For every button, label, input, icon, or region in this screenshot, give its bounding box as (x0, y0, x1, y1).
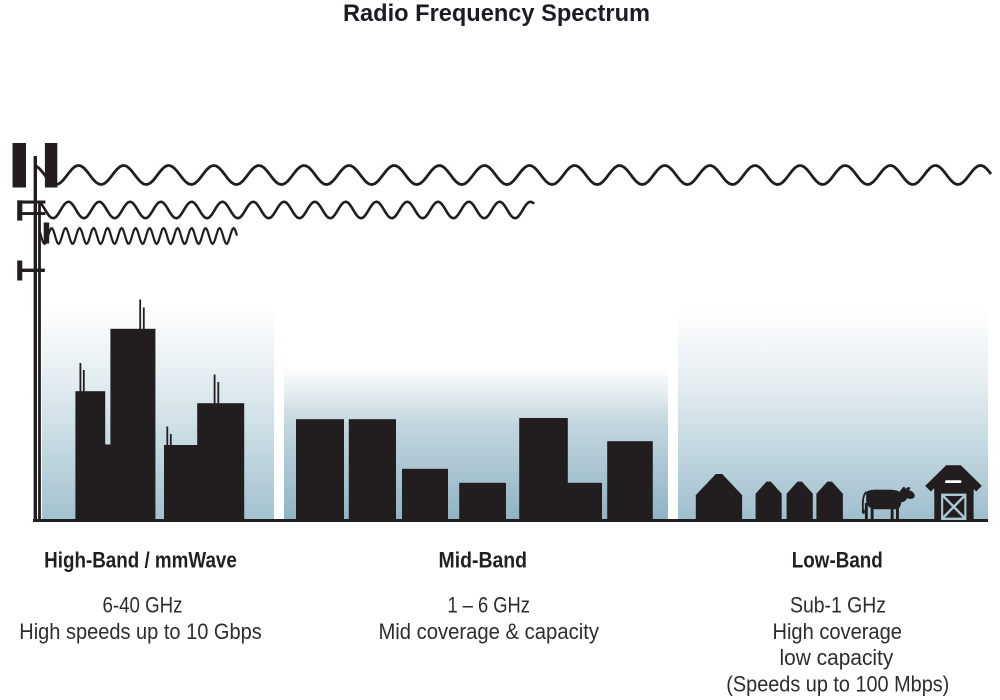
svg-text:low capacity: low capacity (780, 645, 894, 670)
svg-text:Low-Band: Low-Band (792, 548, 883, 573)
svg-text:Sub-1 GHz: Sub-1 GHz (790, 592, 886, 617)
svg-text:High coverage: High coverage (772, 619, 902, 644)
svg-text:Radio Frequency Spectrum: Radio Frequency Spectrum (343, 0, 650, 27)
svg-text:High-Band / mmWave: High-Band / mmWave (44, 548, 237, 573)
svg-text:High speeds up to 10 Gbps: High speeds up to 10 Gbps (19, 619, 262, 644)
svg-text:Mid-Band: Mid-Band (439, 548, 528, 573)
svg-text:(Speeds up to 100 Mbps): (Speeds up to 100 Mbps) (726, 672, 949, 697)
svg-text:Mid coverage & capacity: Mid coverage & capacity (378, 619, 599, 644)
svg-text:6-40 GHz: 6-40 GHz (103, 592, 183, 617)
svg-text:1 – 6 GHz: 1 – 6 GHz (447, 592, 530, 617)
